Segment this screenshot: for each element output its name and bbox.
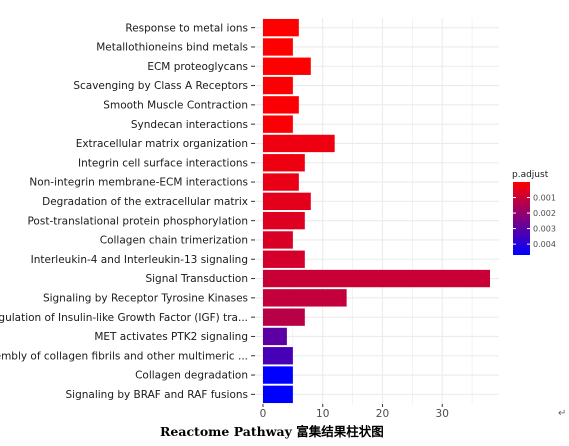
category-label: Smooth Muscle Contraction bbox=[103, 99, 248, 111]
bar bbox=[263, 269, 490, 288]
x-tick-label: 0 bbox=[260, 408, 267, 420]
category-label: Integrin cell surface interactions bbox=[78, 157, 248, 169]
bar bbox=[263, 38, 293, 56]
figure-caption: Reactome Pathway 富集结果柱状图 bbox=[160, 424, 384, 439]
bar bbox=[263, 231, 293, 249]
legend-tick-label: 0.003 bbox=[533, 225, 556, 234]
x-tick-label: 20 bbox=[376, 408, 389, 420]
plot-panel bbox=[255, 18, 499, 404]
legend-colorbar bbox=[513, 182, 530, 255]
category-label: ECM proteoglycans bbox=[147, 61, 248, 73]
bar bbox=[263, 347, 293, 365]
bar bbox=[263, 366, 293, 384]
legend-tick-label: 0.002 bbox=[533, 209, 556, 218]
bar bbox=[263, 115, 293, 133]
legend-tick-label: 0.001 bbox=[533, 194, 556, 203]
category-label: Collagen degradation bbox=[135, 370, 248, 382]
category-label: Regulation of Insulin-like Growth Factor… bbox=[0, 312, 248, 324]
bar bbox=[263, 173, 299, 191]
category-label: Post-translational protein phosphorylati… bbox=[27, 215, 248, 227]
category-label: Assembly of collagen fibrils and other m… bbox=[0, 350, 248, 362]
bar bbox=[263, 308, 305, 326]
category-label: Metallothioneins bind metals bbox=[96, 42, 248, 54]
paragraph-return-mark: ↵ bbox=[558, 408, 567, 419]
x-tick-label: 30 bbox=[436, 408, 449, 420]
bar bbox=[263, 211, 305, 230]
category-label: Signaling by BRAF and RAF fusions bbox=[66, 389, 249, 401]
bar bbox=[263, 289, 347, 307]
category-label: Non-integrin membrane-ECM interactions bbox=[29, 177, 248, 189]
category-label: Collagen chain trimerization bbox=[100, 235, 248, 247]
category-label: Signal Transduction bbox=[145, 273, 248, 285]
category-label: Signaling by Receptor Tyrosine Kinases bbox=[43, 292, 248, 304]
bar bbox=[263, 134, 335, 153]
bar bbox=[263, 96, 299, 114]
category-label: Degradation of the extracellular matrix bbox=[42, 196, 248, 208]
bar bbox=[263, 192, 311, 211]
legend-tick-label: 0.004 bbox=[533, 240, 556, 249]
category-label: Interleukin-4 and Interleukin-13 signali… bbox=[31, 254, 248, 266]
category-label: Extracellular matrix organization bbox=[76, 138, 248, 150]
bar bbox=[263, 327, 287, 346]
category-label: Scavenging by Class A Receptors bbox=[73, 80, 248, 92]
bar bbox=[263, 76, 293, 95]
bar-chart: Response to metal ions Metallothioneins b… bbox=[0, 18, 556, 420]
bar bbox=[263, 250, 305, 268]
bar bbox=[263, 154, 305, 172]
category-label: Syndecan interactions bbox=[131, 119, 248, 131]
legend-title: p.adjust bbox=[512, 170, 549, 180]
category-label: Response to metal ions bbox=[125, 22, 248, 34]
bar bbox=[263, 18, 299, 37]
x-tick-label: 10 bbox=[316, 408, 329, 420]
bar bbox=[263, 385, 293, 404]
category-label: MET activates PTK2 signaling bbox=[94, 331, 248, 343]
bar bbox=[263, 57, 311, 75]
